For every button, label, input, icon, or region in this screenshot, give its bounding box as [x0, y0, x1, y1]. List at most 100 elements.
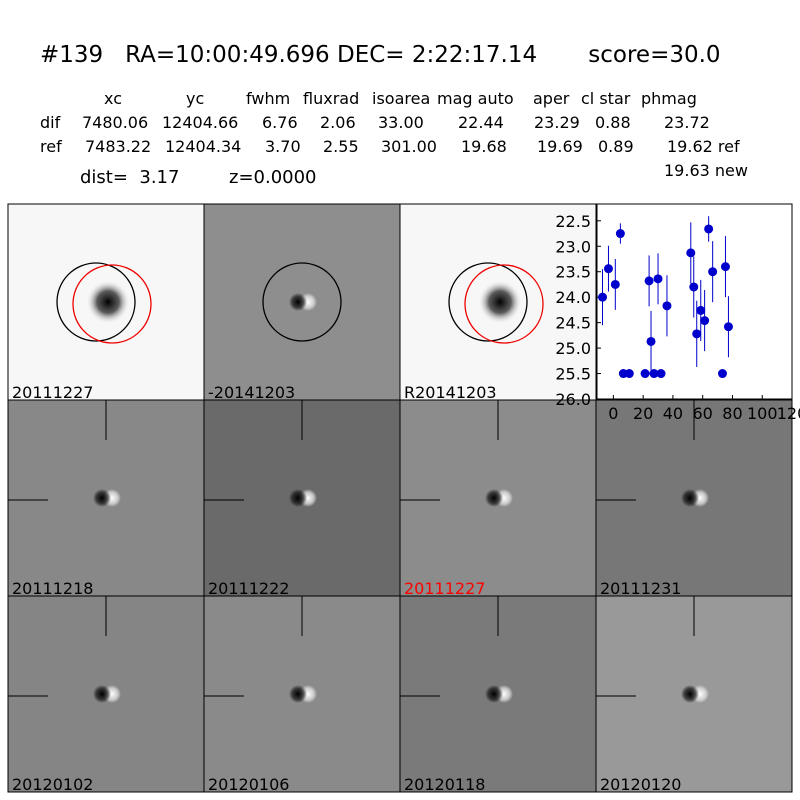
point: [640, 369, 650, 379]
column-header: fwhm: [246, 89, 291, 108]
x-tick-label: 60: [693, 404, 713, 423]
source: [681, 489, 699, 507]
column-header: isoarea: [372, 89, 431, 108]
cell: 3.70: [265, 137, 301, 156]
aperture: [262, 262, 342, 342]
y-tick-label: 24.5: [555, 314, 591, 333]
aperture: [448, 262, 528, 342]
cell: ref: [40, 137, 62, 156]
point: [653, 274, 663, 284]
cell: 22.44: [458, 113, 504, 132]
y-tick-label: 25.0: [555, 339, 591, 358]
cell: 12404.66: [162, 113, 239, 132]
source: [289, 489, 307, 507]
stamp-label: 20120118: [404, 775, 485, 794]
column-header: xc: [104, 89, 122, 108]
plot-area: [596, 203, 793, 400]
point: [598, 292, 608, 302]
cell: 7483.22: [85, 137, 152, 156]
cell: 23.72: [664, 113, 710, 132]
cell: 12404.34: [165, 137, 242, 156]
column-header: phmag: [641, 89, 697, 108]
cell: 0.89: [598, 137, 634, 156]
cell: 19.62 ref: [667, 137, 740, 156]
source: [93, 489, 111, 507]
x-tick-label: 20: [633, 404, 653, 423]
source: [681, 685, 699, 703]
point: [700, 316, 710, 326]
x-tick-label: 40: [663, 404, 683, 423]
column-header: mag auto: [437, 89, 514, 108]
stamp-label: 20111227: [12, 383, 93, 402]
point: [624, 369, 634, 379]
source: [289, 685, 307, 703]
cell: 7480.06: [82, 113, 149, 132]
y-tick-label: 26.0: [555, 390, 591, 409]
point: [649, 369, 659, 379]
point: [696, 305, 706, 315]
point: [610, 279, 620, 289]
y-tick-label: 23.0: [555, 237, 591, 256]
column-header: cl star: [581, 89, 631, 108]
stamp-label: 20120106: [208, 775, 289, 794]
stamp-label: 20111218: [12, 579, 93, 598]
cell: dif: [40, 113, 61, 132]
column-header: aper: [533, 89, 570, 108]
source: [93, 685, 111, 703]
stamp-label: 20111227: [404, 579, 485, 598]
point: [615, 229, 625, 239]
aperture: [72, 264, 152, 344]
source: [485, 489, 503, 507]
point: [689, 282, 699, 292]
column-header: yc: [186, 89, 205, 108]
column-header: fluxrad: [303, 89, 360, 108]
point: [720, 262, 730, 272]
stamp-label: 20111222: [208, 579, 289, 598]
point: [656, 369, 666, 379]
cell: 301.00: [381, 137, 437, 156]
new-mag: 19.63 new: [664, 161, 748, 180]
cell: 19.68: [461, 137, 507, 156]
y-tick-label: 25.5: [555, 365, 591, 384]
source: [485, 685, 503, 703]
y-tick-label: 23.5: [555, 263, 591, 282]
aperture: [56, 262, 136, 342]
cell: 2.06: [320, 113, 356, 132]
stamp-label: 20120102: [12, 775, 93, 794]
point: [692, 329, 702, 339]
point: [686, 248, 696, 258]
stamp-label: 20111231: [600, 579, 681, 598]
source: [289, 293, 307, 311]
y-tick-label: 24.0: [555, 288, 591, 307]
cell: 2.55: [323, 137, 359, 156]
y-tick-label: 22.5: [555, 212, 591, 231]
x-tick-label: 0: [608, 404, 618, 423]
x-tick-label: 80: [722, 404, 742, 423]
redshift: z=0.0000: [229, 167, 317, 188]
aperture: [464, 264, 544, 344]
point: [646, 336, 656, 346]
distance: dist= 3.17: [80, 167, 180, 188]
point: [708, 267, 718, 277]
stamp-label: R20141203: [404, 383, 497, 402]
stamp-label: 20120120: [600, 775, 681, 794]
point: [704, 224, 714, 234]
x-tick-label: 120: [777, 404, 800, 423]
x-tick-label: 100: [747, 404, 778, 423]
stamp-label: -20141203: [208, 383, 295, 402]
point: [717, 369, 727, 379]
cell: 19.69: [537, 137, 583, 156]
point: [662, 301, 672, 311]
point: [603, 264, 613, 274]
cell: 6.76: [262, 113, 298, 132]
title: #139 RA=10:00:49.696 DEC= 2:22:17.14 sco…: [40, 42, 721, 68]
point: [644, 276, 654, 286]
cell: 23.29: [534, 113, 580, 132]
source: [86, 280, 130, 324]
source: [478, 280, 522, 324]
point: [723, 322, 733, 332]
cell: 33.00: [378, 113, 424, 132]
cell: 0.88: [595, 113, 631, 132]
